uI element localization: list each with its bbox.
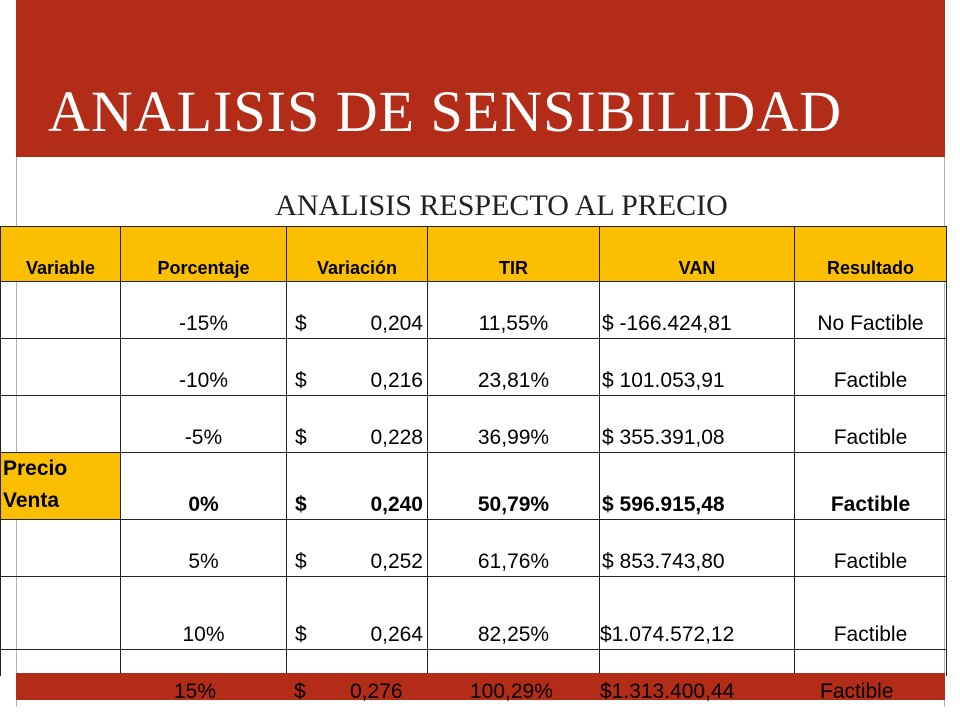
van-cell: $ 853.743,80 (599, 519, 795, 577)
tir-cell: 11,55% (427, 281, 600, 339)
porcentaje-cell: -15% (120, 281, 287, 339)
table-row: -15% $0,204 11,55% $ -166.424,81 No Fact… (0, 281, 947, 339)
header-tir: TIR (427, 226, 600, 282)
porcentaje-cell: -10% (120, 338, 287, 396)
van-cell: $ 101.053,91 (599, 338, 795, 396)
variacion-cell: $0,240 (286, 452, 428, 520)
variacion-cell: $0,264 (286, 576, 428, 650)
table-row: 5% $0,252 61,76% $ 853.743,80 Factible (0, 519, 947, 577)
van-cell: $ -166.424,81 (599, 281, 795, 339)
van-cell: $1.074.572,12 (599, 576, 795, 650)
variacion-cell: $0,216 (286, 338, 428, 396)
resultado-cell: Factible (820, 680, 894, 703)
title-banner (16, 0, 945, 157)
variable-cell (0, 576, 121, 650)
porcentaje-cell: 0% (120, 452, 287, 520)
variacion-cell: $0,252 (286, 519, 428, 577)
tir-cell: 23,81% (427, 338, 600, 396)
header-porcentaje: Porcentaje (120, 226, 287, 282)
page-subtitle: ANALISIS RESPECTO AL PRECIO (275, 189, 728, 222)
variacion-cell: $0,204 (286, 281, 428, 339)
van-cell: $ 355.391,08 (599, 395, 795, 453)
spacer-cell (427, 649, 600, 676)
header-variable: Variable (0, 226, 121, 282)
resultado-cell: Factible (794, 338, 947, 396)
variable-cell (0, 395, 121, 453)
table-row: 10% $0,264 82,25% $1.074.572,12 Factible (0, 576, 947, 650)
variacion-cell: $0,228 (286, 395, 428, 453)
page-title: ANALISIS DE SENSIBILIDAD (48, 79, 843, 144)
porcentaje-cell: -5% (120, 395, 287, 453)
tir-cell: 82,25% (427, 576, 600, 650)
variable-cell (0, 519, 121, 577)
tir-cell: 61,76% (427, 519, 600, 577)
header-van: VAN (599, 226, 795, 282)
table-row-last: 15% $ 0,276 100,29% $1.313.400,44 Factib… (0, 680, 946, 714)
bottom-banner (16, 673, 945, 700)
variable-label: Precio Venta (0, 452, 121, 520)
van-cell: $1.313.400,44 (600, 680, 735, 703)
resultado-cell: Factible (794, 452, 947, 520)
spacer-cell (0, 649, 121, 676)
resultado-cell: Factible (794, 519, 947, 577)
porcentaje-cell: 10% (120, 576, 287, 650)
table-header-row: Variable Porcentaje Variación TIR VAN Re… (0, 226, 947, 282)
resultado-cell: No Factible (794, 281, 947, 339)
variable-cell (0, 281, 121, 339)
variable-cell (0, 338, 121, 396)
resultado-cell: Factible (794, 576, 947, 650)
tir-cell: 36,99% (427, 395, 600, 453)
table-row-spacer (0, 649, 947, 676)
table-row-base: Precio Venta 0% $0,240 50,79% $ 596.915,… (0, 452, 947, 520)
tir-cell: 100,29% (470, 680, 553, 703)
spacer-cell (120, 649, 287, 676)
table-row: -10% $0,216 23,81% $ 101.053,91 Factible (0, 338, 947, 396)
resultado-cell: Factible (794, 395, 947, 453)
van-cell: $ 596.915,48 (599, 452, 795, 520)
porcentaje-cell: 5% (120, 519, 287, 577)
sensitivity-table: Variable Porcentaje Variación TIR VAN Re… (0, 226, 947, 676)
spacer-cell (599, 649, 795, 676)
tir-cell: 50,79% (427, 452, 600, 520)
variacion-cell: 0,276 (350, 680, 403, 703)
header-resultado: Resultado (794, 226, 947, 282)
variacion-symbol: $ (294, 680, 306, 703)
porcentaje-cell: 15% (174, 680, 217, 703)
table-row: -5% $0,228 36,99% $ 355.391,08 Factible (0, 395, 947, 453)
spacer-cell (794, 649, 947, 676)
header-variacion: Variación (286, 226, 428, 282)
spacer-cell (286, 649, 428, 676)
